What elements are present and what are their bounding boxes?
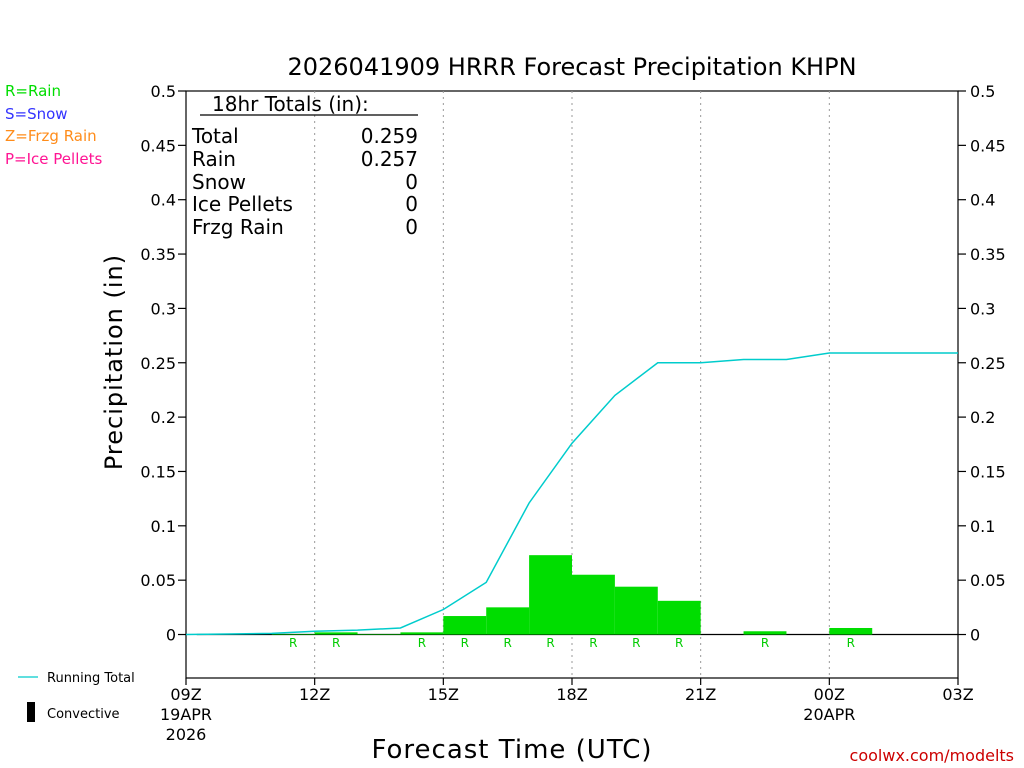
- line-layer: [185, 352, 958, 636]
- key-frzg-rain: Z=Frzg Rain: [5, 127, 97, 145]
- rain-marker: R: [546, 636, 554, 650]
- precip-bar: [657, 600, 701, 635]
- key-ice-pellets: P=Ice Pellets: [5, 150, 102, 168]
- x-tick-label: 12Z: [299, 685, 330, 704]
- y-tick-label-left: 0.35: [140, 245, 176, 264]
- bar-layer: [271, 555, 873, 635]
- y-tick-label-right: 0.2: [970, 408, 995, 427]
- x-tick-label: 03Z: [942, 685, 973, 704]
- precip-bar: [271, 633, 315, 635]
- y-tick-label-right: 0.3: [970, 299, 995, 318]
- y-tick-label-left: 0.2: [151, 408, 176, 427]
- x-axis-label: Forecast Time (UTC): [371, 735, 652, 765]
- y-tick-label-left: 0.4: [151, 191, 176, 210]
- precip-bar: [443, 616, 487, 635]
- precip-bar: [400, 632, 444, 635]
- rain-marker: R: [589, 636, 597, 650]
- x-tick-year: 2026: [166, 725, 207, 744]
- y-axis: 0 00.05 0.050.1 0.10.15 0.150.2 0.20.25 0.250.…: [140, 82, 1005, 645]
- running-total-legend: Running Total: [47, 671, 135, 686]
- rain-marker: R: [418, 636, 426, 650]
- grid-layer: [314, 91, 830, 678]
- totals-header: 18hr Totals (in):: [212, 92, 369, 116]
- y-tick-label-left: 0.45: [140, 136, 176, 155]
- y-tick-label-left: 0.3: [151, 299, 176, 318]
- credit-text: coolwx.com/modelts: [850, 746, 1014, 765]
- totals-label: Total: [191, 124, 239, 148]
- chart-title: 2026041909 HRRR Forecast Precipitation K…: [287, 53, 856, 81]
- y-tick-label-right: 0.45: [970, 136, 1006, 155]
- x-tick-label: 00Z: [814, 685, 845, 704]
- y-tick-label-left: 0: [166, 626, 176, 645]
- rain-marker: R: [289, 636, 297, 650]
- x-tick-date: 20APR: [803, 705, 855, 724]
- precip-bar: [486, 607, 530, 635]
- rain-marker: R: [332, 636, 340, 650]
- totals-value: 0.259: [361, 124, 418, 148]
- precip-bar: [529, 555, 572, 635]
- rain-marker: R: [503, 636, 511, 650]
- key-rain: R=Rain: [5, 82, 61, 100]
- y-tick-label-left: 0.25: [140, 354, 176, 373]
- y-tick-label-right: 0.15: [970, 462, 1006, 481]
- precip-bar: [357, 633, 401, 635]
- rain-marker: R: [461, 636, 469, 650]
- y-tick-label-left: 0.5: [151, 82, 176, 101]
- totals-value: 0: [405, 192, 418, 216]
- y-tick-label-right: 0.05: [970, 571, 1006, 590]
- y-axis-label: Precipitation (in): [100, 254, 128, 470]
- convective-legend: Convective: [47, 707, 120, 722]
- x-tick-label: 18Z: [556, 685, 587, 704]
- precip-bar: [314, 632, 358, 635]
- y-tick-label-right: 0.4: [970, 191, 995, 210]
- y-tick-label-left: 0.15: [140, 462, 176, 481]
- totals-value: 0: [405, 215, 418, 239]
- convective-legend-swatch: [27, 702, 35, 722]
- totals-value: 0.257: [361, 147, 418, 171]
- key-snow: S=Snow: [5, 105, 68, 123]
- precip-bar: [572, 574, 615, 635]
- rain-marker: R: [632, 636, 640, 650]
- totals-label: Ice Pellets: [192, 192, 293, 216]
- y-tick-label-right: 0.5: [970, 82, 995, 101]
- precip-bar: [829, 627, 873, 635]
- rain-marker: R: [847, 636, 855, 650]
- y-tick-label-left: 0.05: [140, 571, 176, 590]
- x-tick-label: 15Z: [428, 685, 459, 704]
- totals-value: 0: [405, 170, 418, 194]
- totals-label: Snow: [192, 170, 246, 194]
- y-tick-label-left: 0.1: [151, 517, 176, 536]
- y-tick-label-right: 0.35: [970, 245, 1006, 264]
- running-total-line: [185, 352, 958, 636]
- x-tick-date: 19APR: [160, 705, 212, 724]
- rain-marker: R: [675, 636, 683, 650]
- precip-bar: [743, 631, 787, 635]
- rain-marker: R: [761, 636, 769, 650]
- totals-box: 18hr Totals (in): Total 0.259 Rain 0.257…: [191, 92, 418, 239]
- y-tick-label-right: 0.25: [970, 354, 1006, 373]
- x-tick-label: 21Z: [685, 685, 716, 704]
- totals-label: Frzg Rain: [192, 215, 284, 239]
- totals-label: Rain: [192, 147, 236, 171]
- x-tick-label: 09Z: [170, 685, 201, 704]
- precip-bar: [614, 586, 658, 635]
- y-tick-label-right: 0.1: [970, 517, 995, 536]
- y-tick-label-right: 0: [970, 626, 980, 645]
